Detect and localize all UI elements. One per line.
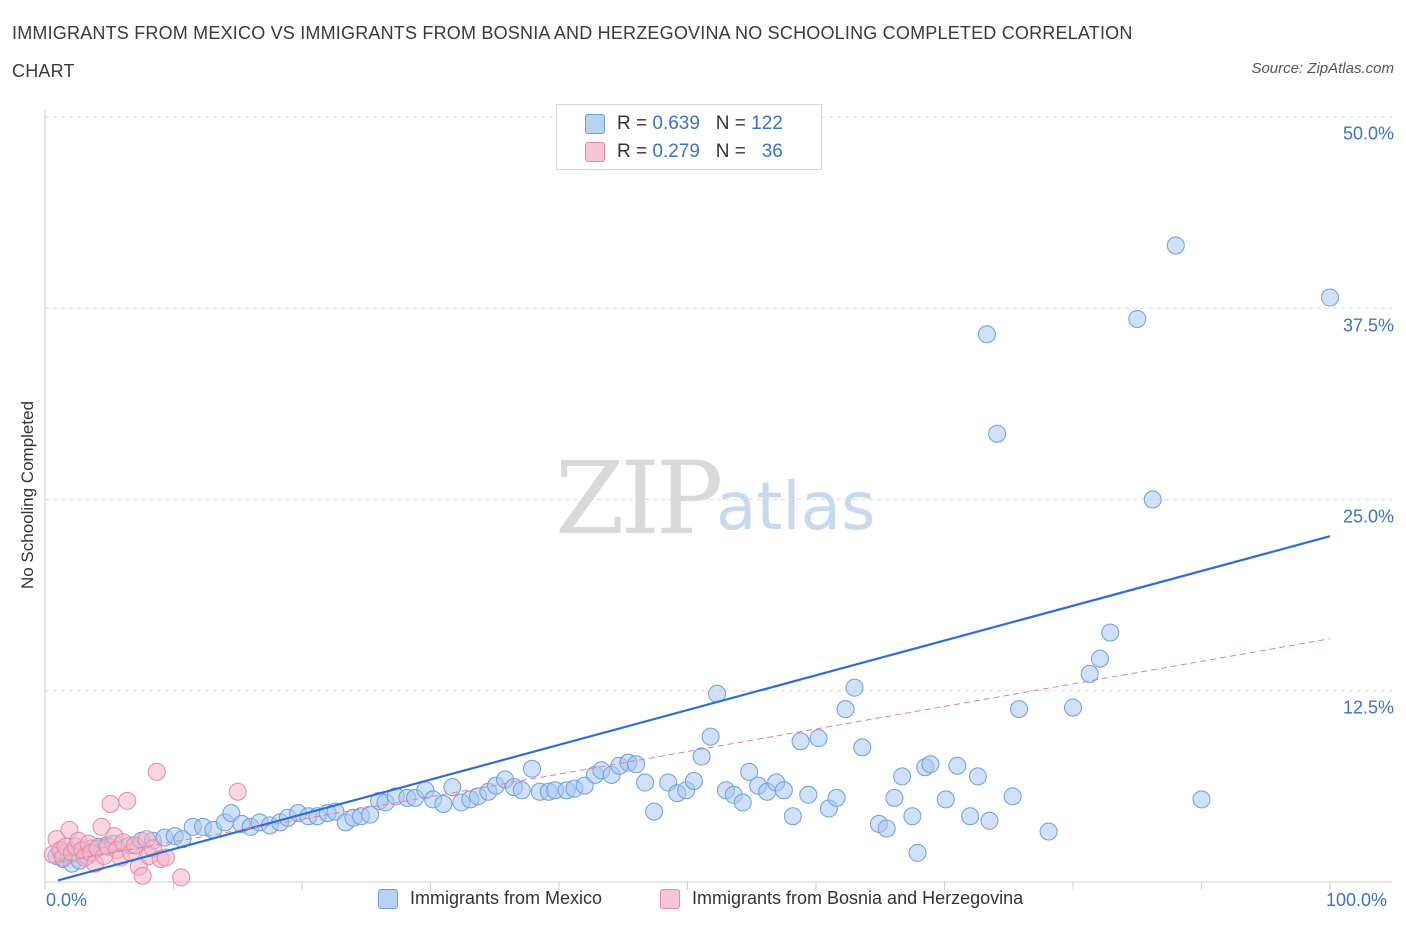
- x-tick-label: 0.0%: [46, 890, 88, 910]
- bottom-legend-mexico: Immigrants from Mexico: [378, 888, 602, 909]
- data-point: [936, 790, 955, 809]
- legend-row-bosnia: R = 0.279 N = 36: [585, 139, 783, 165]
- data-point: [740, 762, 759, 781]
- y-tick-label: 12.5%: [1342, 697, 1394, 718]
- legend-label-bosnia: Immigrants from Bosnia and Herzegovina: [692, 888, 1024, 908]
- data-point: [836, 700, 855, 719]
- data-point: [434, 794, 453, 813]
- data-point: [968, 767, 987, 786]
- data-point: [827, 788, 846, 807]
- data-point: [1003, 787, 1022, 806]
- data-point: [692, 747, 711, 766]
- data-point: [1143, 490, 1162, 509]
- data-point: [799, 785, 818, 804]
- data-point: [443, 778, 462, 797]
- data-point: [791, 732, 810, 751]
- data-point: [1010, 700, 1029, 719]
- data-point: [228, 782, 247, 801]
- watermark-atlas: atlas: [716, 468, 876, 545]
- data-point: [645, 802, 664, 821]
- data-point: [133, 866, 152, 885]
- watermark-zip: ZIP: [555, 440, 723, 557]
- data-point: [980, 811, 999, 830]
- legend-swatch-mexico: [585, 114, 605, 134]
- y-tick-label: 25.0%: [1342, 506, 1394, 527]
- data-point: [1192, 790, 1211, 809]
- data-point: [1039, 822, 1058, 841]
- data-point: [101, 794, 120, 813]
- data-point: [147, 762, 166, 781]
- data-point: [627, 755, 646, 774]
- legend-r-label: R =: [617, 113, 648, 134]
- data-point: [1128, 309, 1147, 328]
- bottom-legend-bosnia: Immigrants from Bosnia and Herzegovina: [660, 888, 1023, 909]
- data-point: [1321, 288, 1339, 307]
- legend-r-label: R =: [617, 141, 648, 162]
- data-point: [701, 727, 720, 746]
- data-point: [1166, 236, 1185, 255]
- chart-title: IMMIGRANTS FROM MEXICO VS IMMIGRANTS FRO…: [12, 23, 1133, 81]
- data-point: [774, 781, 793, 800]
- data-point: [92, 817, 111, 836]
- data-point: [684, 772, 703, 791]
- legend-row-mexico: R = 0.639 N = 122: [585, 111, 783, 137]
- legend-n-label: N =: [715, 113, 746, 134]
- data-point: [636, 773, 655, 792]
- data-point: [523, 759, 542, 778]
- legend-n-value: 122: [751, 113, 783, 134]
- data-point: [1064, 698, 1082, 717]
- data-point: [893, 767, 912, 786]
- data-point: [877, 819, 896, 838]
- data-point: [1080, 664, 1099, 683]
- source-label: Source: ZipAtlas.com: [1251, 60, 1394, 77]
- data-point: [733, 793, 752, 812]
- data-point: [988, 424, 1007, 443]
- data-point: [361, 805, 380, 824]
- data-point: [1090, 649, 1109, 668]
- legend-r-value: 0.279: [652, 141, 700, 162]
- legend-r-value: 0.639: [652, 113, 700, 134]
- data-point: [903, 807, 922, 826]
- data-point: [977, 325, 996, 344]
- legend-swatch-bosnia: [585, 142, 605, 162]
- legend-n-value: 36: [761, 141, 783, 162]
- trend-line: [57, 535, 1331, 882]
- legend-swatch-mexico: [378, 888, 398, 909]
- data-point: [809, 729, 828, 748]
- data-point: [961, 807, 980, 826]
- legend-n-label: N =: [715, 141, 746, 162]
- y-tick-label: 37.5%: [1342, 315, 1394, 336]
- x-tick-label: 100.0%: [1326, 890, 1388, 910]
- legend-swatch-bosnia: [660, 888, 680, 909]
- data-point: [118, 791, 137, 810]
- data-point: [885, 788, 904, 807]
- y-tick-label: 50.0%: [1342, 123, 1394, 144]
- data-point: [1101, 623, 1120, 642]
- legend-label-mexico: Immigrants from Mexico: [410, 888, 603, 908]
- correlation-legend: R = 0.639 N = 122 R = 0.279 N = 36: [556, 104, 822, 170]
- data-point: [908, 843, 927, 862]
- data-point: [921, 755, 940, 774]
- trend-line: [57, 638, 1331, 863]
- data-point: [512, 781, 531, 800]
- data-point: [845, 678, 864, 697]
- data-point: [783, 807, 802, 826]
- data-point: [948, 756, 967, 775]
- data-point: [172, 868, 191, 887]
- data-point: [853, 738, 872, 757]
